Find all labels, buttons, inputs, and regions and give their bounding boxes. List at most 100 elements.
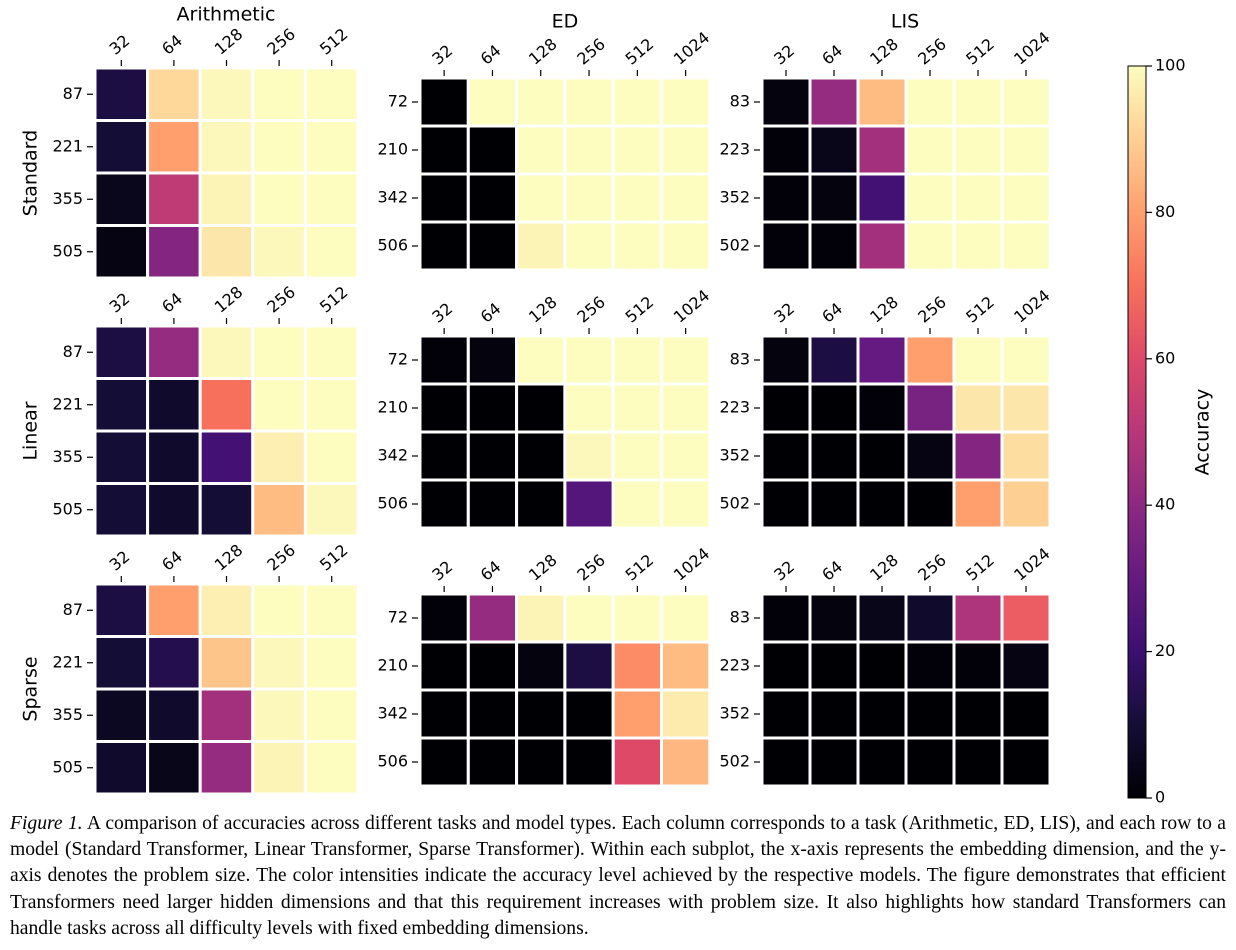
heatmap-cell [611,220,664,272]
heatmap-cell [515,736,567,788]
heatmap-cell [466,382,519,434]
y-tick-label: 506 [377,752,408,771]
heatmap-cell [904,478,956,530]
heatmap-cell [515,478,567,530]
heatmap-cell [251,482,307,538]
y-tick-label: 355 [52,447,83,466]
x-tick-label: 256 [573,292,609,326]
heatmap-cell [418,382,470,434]
heatmap-cell [418,334,470,386]
y-tick-label: 87 [63,600,83,619]
heatmap-cell [808,430,860,482]
heatmap-cell [1000,430,1052,482]
heatmap-cell [251,324,307,380]
heatmap-cell [904,640,956,692]
heatmap-cell [146,740,202,796]
heatmap-cell [611,592,664,644]
heatmap-cell [198,635,255,691]
x-tick-label: 256 [263,24,299,58]
heatmap-cell [611,334,664,386]
heatmap-cell [760,220,812,272]
heatmap-cell [198,582,255,638]
heatmap-cell [146,635,202,691]
y-tick-label: 352 [719,188,750,207]
heatmap-cell [611,640,664,692]
heatmap-cell [952,220,1004,272]
heatmap-cell [1000,220,1052,272]
colorbar-tick-label: 80 [1155,202,1175,221]
heatmap-cell [760,124,812,176]
heatmap-cell [563,688,615,740]
heatmap-cell [760,592,812,644]
heatmap-cell [466,478,519,530]
row-label: Standard [20,130,42,216]
heatmap-cell [760,736,812,788]
heatmap-cell [146,482,202,538]
heatmap-cell [856,76,908,128]
x-tick-label: 32 [428,41,456,69]
heatmap-cell [760,334,812,386]
x-tick-label: 1024 [670,286,713,327]
y-tick-label: 72 [388,608,408,627]
heatmap-cell [515,124,567,176]
x-tick-label: 32 [106,547,134,575]
subplot-title: Arithmetic [177,4,276,26]
heatmap-cell [1000,124,1052,176]
x-tick-label: 64 [158,289,186,317]
heatmap-cell [808,220,860,272]
x-tick-label: 256 [263,282,299,316]
heatmap-cell [904,382,956,434]
heatmap-cell [856,736,908,788]
heatmap-cell [251,66,307,122]
heatmap-cell [660,688,712,740]
heatmap-cell [418,124,470,176]
heatmap-cell [146,119,202,175]
x-tick-label: 128 [525,292,561,326]
heatmap-cell [808,382,860,434]
heatmap-cell [146,66,202,122]
heatmap-cell [93,635,150,691]
x-tick-label: 1024 [1010,28,1053,69]
heatmap-cell [1000,640,1052,692]
colorbar [1127,65,1147,799]
heatmap-cell [952,640,1004,692]
heatmap-cell [303,66,360,122]
heatmap-cell [93,687,150,743]
y-tick-label: 83 [730,92,750,111]
heatmap-cell [198,119,255,175]
caption-label: Figure 1. [10,813,83,834]
y-tick-label: 221 [52,652,83,671]
heatmap-cell [303,635,360,691]
x-tick-label: 256 [263,540,299,574]
heatmap-cell [146,324,202,380]
x-tick-label: 32 [428,557,456,585]
heatmap-cell [251,635,307,691]
heatmap-cell [251,582,307,638]
heatmap-cell [808,124,860,176]
heatmap-cell [856,334,908,386]
y-tick-label: 83 [730,350,750,369]
subplot-title: LIS [891,11,919,33]
y-tick-label: 355 [52,705,83,724]
x-tick-label: 32 [770,299,798,327]
heatmap-cell [808,172,860,224]
x-tick-label: 32 [106,31,134,59]
x-tick-label: 1024 [1010,286,1053,327]
heatmap-cell [303,482,360,538]
heatmap-cell [466,124,519,176]
heatmap-cell [660,334,712,386]
heatmap-cell [660,76,712,128]
x-tick-label: 1024 [1010,544,1053,585]
heatmap-cell [198,171,255,227]
heatmap-cell [563,736,615,788]
heatmap-cell [198,324,255,380]
y-tick-label: 223 [719,140,750,159]
y-tick-label: 83 [730,608,750,627]
heatmap-cell [93,224,150,280]
heatmap-cell [660,220,712,272]
heatmap-cell [198,429,255,485]
heatmap-cell [904,172,956,224]
x-tick-label: 512 [962,34,998,68]
x-tick-label: 512 [316,540,352,574]
heatmap-cell [563,592,615,644]
